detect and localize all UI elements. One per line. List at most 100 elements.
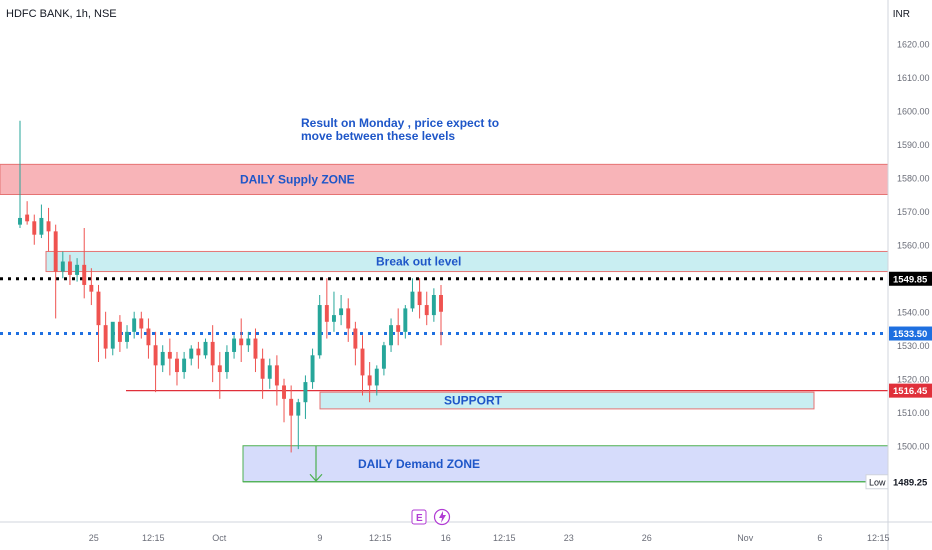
price-label: 1549.85 [893, 274, 928, 285]
symbol-label: HDFC BANK, 1h, NSE [6, 8, 117, 20]
candle-body [89, 284, 94, 292]
candle-body [210, 341, 215, 366]
candle-body [110, 321, 115, 349]
candle-body [139, 318, 144, 329]
x-tick-label: 12:15 [369, 533, 392, 543]
candle-body [246, 338, 251, 346]
candle-body [396, 325, 401, 332]
candle-body [167, 351, 172, 359]
candle-body [153, 345, 158, 366]
zone-0 [0, 163, 889, 196]
annotation-line-0: Result on Monday , price expect to [301, 116, 499, 130]
y-tick-label: 1590.00 [897, 140, 930, 150]
y-tick-label: 1500.00 [897, 441, 930, 451]
demand-arrow-head [309, 473, 323, 482]
candle-body [353, 328, 358, 349]
candle-body [175, 358, 179, 373]
x-tick-label: 26 [642, 533, 652, 543]
candle-body [332, 315, 336, 322]
candle-body [282, 385, 286, 399]
candle-body [60, 261, 65, 272]
candle-body [96, 291, 101, 326]
candle-body [339, 308, 344, 316]
candle-body [424, 305, 429, 316]
y-tick-label: 1540.00 [897, 307, 930, 317]
x-tick-label: 12:15 [493, 533, 516, 543]
candle-body [67, 261, 72, 275]
low-tag: Low [869, 477, 886, 487]
price-label: 1489.25 [893, 477, 928, 488]
y-tick-label: 1560.00 [897, 240, 930, 250]
candle-body [224, 351, 229, 373]
candle-body [367, 375, 372, 386]
candle-body [289, 398, 294, 416]
candle-body [346, 308, 351, 329]
candle-body [146, 328, 151, 346]
candle-body [182, 358, 187, 373]
y-tick-label: 1530.00 [897, 341, 930, 351]
price-label: 1516.45 [893, 386, 928, 397]
annotation-line-1: move between these levels [301, 129, 455, 143]
low-tag-bg [865, 474, 889, 490]
x-tick-label: 12:15 [867, 533, 890, 543]
candle-body [18, 217, 22, 225]
candle-body [132, 318, 137, 332]
y-tick-label: 1600.00 [897, 106, 930, 116]
y-tick-label: 1620.00 [897, 39, 930, 49]
candle-body [32, 221, 37, 235]
zone-label-0: DAILY Supply ZONE [240, 172, 355, 186]
x-tick-label: 12:15 [142, 533, 165, 543]
candle-body [360, 348, 365, 376]
y-tick-label: 1610.00 [897, 73, 930, 83]
candle-body [324, 305, 329, 322]
candle-body [82, 264, 87, 285]
candle-body [310, 355, 315, 383]
x-tick-label: 6 [817, 533, 822, 543]
candle-body [103, 325, 108, 349]
price-label-bg [889, 326, 932, 341]
candle-body [189, 348, 194, 359]
candle-body [389, 325, 394, 346]
zone-2 [319, 391, 815, 410]
x-tick-label: 23 [564, 533, 574, 543]
candle-body [39, 217, 44, 235]
candle-body [217, 365, 222, 373]
lightning-icon [439, 511, 446, 523]
price-label-bg [889, 383, 932, 398]
zone-label-1: Break out level [376, 255, 461, 269]
zone-label-3: DAILY Demand ZONE [358, 457, 480, 471]
candle-body [239, 338, 244, 346]
y-tick-label: 1570.00 [897, 207, 930, 217]
candle-body [196, 348, 201, 356]
candle-body [117, 321, 122, 342]
candle-body [296, 402, 301, 416]
candle-body [431, 295, 436, 316]
candle-body [253, 338, 258, 359]
x-tick-label: 9 [317, 533, 322, 543]
candle-body [125, 331, 129, 342]
candle-body [303, 382, 308, 403]
candle-body [232, 338, 237, 352]
candle-body [410, 291, 415, 309]
earnings-icon [411, 509, 427, 525]
candle-body [160, 351, 165, 366]
y-tick-label: 1510.00 [897, 408, 930, 418]
candle-body [374, 368, 379, 386]
candle-body [267, 365, 272, 379]
candle-body [317, 305, 322, 356]
y-tick-label: 1520.00 [897, 374, 930, 384]
x-tick-label: Nov [737, 533, 754, 543]
price-label-bg [889, 271, 932, 286]
candle-body [260, 358, 265, 379]
x-tick-label: 16 [441, 533, 451, 543]
zone-1 [45, 250, 889, 273]
zone-3 [242, 445, 889, 483]
x-tick-label: Oct [212, 533, 227, 543]
y-tick-label: 1580.00 [897, 173, 930, 183]
candle-body [417, 291, 422, 306]
candle-body [53, 231, 58, 272]
candle-body [75, 264, 80, 275]
currency-label: INR [892, 9, 910, 20]
